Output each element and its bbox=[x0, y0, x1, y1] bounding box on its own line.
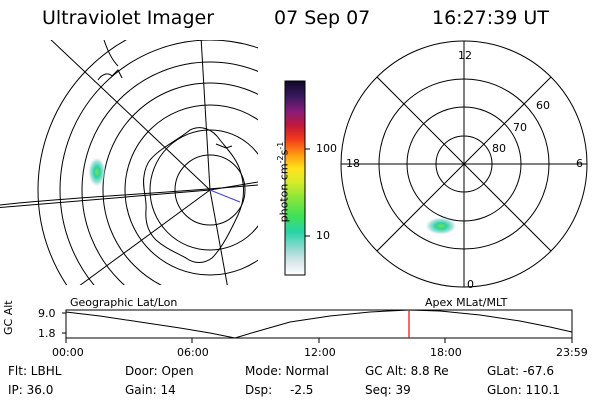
seq-label: Seq: 39 bbox=[365, 383, 411, 397]
mode-label: Mode: Normal bbox=[245, 364, 329, 378]
mlat-label-70: 70 bbox=[513, 121, 527, 134]
mlt-label-18: 18 bbox=[346, 157, 360, 170]
glon-label: GLon: 110.1 bbox=[487, 383, 560, 397]
timeline-tick-2: 12:00 bbox=[304, 346, 336, 359]
timeline-y-axis-label: GC Alt bbox=[2, 300, 15, 335]
colorbar-unit-label: photon cm-2s-1 bbox=[276, 141, 291, 223]
geographic-map bbox=[0, 40, 258, 285]
dsp-value: -2.5 bbox=[290, 383, 314, 397]
gc-alt-label: GC Alt: 8.8 Re bbox=[365, 364, 449, 378]
polar-plot bbox=[340, 40, 588, 288]
dsp-label: Dsp: bbox=[245, 383, 273, 397]
sun-vector bbox=[209, 189, 241, 203]
filter-label: Flt: LBHL bbox=[8, 364, 62, 378]
date-label: 07 Sep 07 bbox=[274, 7, 371, 29]
time-label: 16:27:39 UT bbox=[432, 7, 549, 29]
mlt-label-12: 12 bbox=[458, 49, 472, 62]
timeline-frame bbox=[65, 309, 573, 339]
timeline-left-label: Geographic Lat/Lon bbox=[70, 296, 178, 309]
glat-label: GLat: -67.6 bbox=[487, 364, 554, 378]
timeline-tick-0: 00:00 bbox=[52, 346, 84, 359]
mlat-label-60: 60 bbox=[536, 99, 550, 112]
aurora-emission-geo bbox=[88, 157, 106, 187]
altitude-curve bbox=[65, 309, 573, 339]
aurora-emission-polar bbox=[425, 217, 457, 235]
mlt-label-0: 0 bbox=[467, 278, 474, 291]
ip-label: IP: 36.0 bbox=[8, 383, 54, 397]
mlt-label-6: 6 bbox=[576, 157, 583, 170]
timeline-ticks bbox=[62, 312, 573, 343]
colorbar bbox=[284, 80, 306, 276]
timeline-tick-4: 23:59 bbox=[556, 346, 588, 359]
timeline-right-label: Apex MLat/MLT bbox=[425, 296, 508, 309]
gain-label: Gain: 14 bbox=[125, 383, 176, 397]
colorbar-tick-label-10: 10 bbox=[316, 229, 330, 242]
mlat-label-80: 80 bbox=[492, 142, 506, 155]
door-label: Door: Open bbox=[125, 364, 194, 378]
timeline-y-min: 1.8 bbox=[38, 327, 56, 340]
colorbar-tick-label-100: 100 bbox=[316, 142, 337, 155]
timeline-tick-3: 18:00 bbox=[430, 346, 462, 359]
timeline-tick-1: 06:00 bbox=[177, 346, 209, 359]
timeline-y-max: 9.0 bbox=[38, 307, 56, 320]
app-title: Ultraviolet Imager bbox=[42, 7, 215, 29]
